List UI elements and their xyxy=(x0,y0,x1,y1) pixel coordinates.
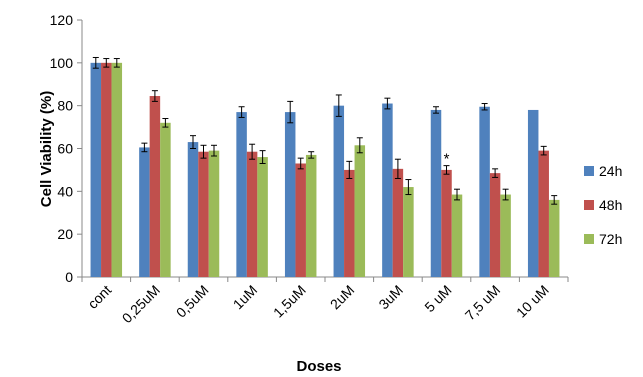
bar-48h-1 xyxy=(149,96,161,277)
x-tick-label: 1uM xyxy=(230,282,261,313)
bar-72h-6 xyxy=(403,187,414,277)
x-tick-label: 0,5uM xyxy=(173,282,212,321)
x-tick-label: 0,25uM xyxy=(119,282,163,326)
bar-72h-2 xyxy=(208,150,220,277)
y-tick-label: 0 xyxy=(65,269,73,285)
legend-swatch-24h xyxy=(584,166,594,176)
bar-72h-4 xyxy=(305,154,317,277)
x-tick-label: 10 uM xyxy=(513,282,552,321)
bar-48h-3 xyxy=(246,151,258,277)
bar-48h-7 xyxy=(441,169,452,277)
x-tick-label: 2uM xyxy=(327,282,358,313)
bar-24h-9 xyxy=(527,109,539,277)
bar-72h-9 xyxy=(548,199,560,277)
bar-48h-4 xyxy=(295,163,306,277)
bar-24h-8 xyxy=(479,106,490,277)
bar-72h-5 xyxy=(354,145,366,277)
legend-label-72h: 72h xyxy=(599,231,622,247)
y-axis-title: Cell Viability (%) xyxy=(38,91,55,207)
legend-label-24h: 24h xyxy=(599,163,622,179)
bar-48h-5 xyxy=(344,169,355,277)
bar-24h-2 xyxy=(187,142,199,277)
y-tick-label: 60 xyxy=(57,141,73,157)
bar-72h-0 xyxy=(111,62,123,278)
x-tick-label: 5 uM xyxy=(421,282,454,315)
x-tick-label: 1,5uM xyxy=(270,282,309,321)
legend-swatch-72h xyxy=(584,234,594,244)
error-bars xyxy=(92,56,558,205)
y-tick-label: 100 xyxy=(50,55,74,71)
bar-48h-9 xyxy=(538,150,549,277)
bar-24h-3 xyxy=(236,112,247,277)
x-tick-label: 7,5 uM xyxy=(462,282,504,324)
legend-label-48h: 48h xyxy=(599,197,622,213)
bar-48h-8 xyxy=(489,173,501,277)
x-tick-label: cont xyxy=(84,282,114,312)
bar-24h-6 xyxy=(382,103,393,278)
bar-72h-7 xyxy=(451,194,463,277)
y-tick-label: 20 xyxy=(57,226,73,242)
y-tick-label: 40 xyxy=(57,183,73,199)
bar-48h-0 xyxy=(101,62,112,278)
bar-24h-7 xyxy=(430,109,442,277)
bar-72h-3 xyxy=(257,157,268,277)
x-tick-label: 3uM xyxy=(375,282,406,313)
bar-24h-5 xyxy=(333,105,345,278)
significance-annotation: * xyxy=(444,151,450,168)
bar-48h-6 xyxy=(392,168,404,277)
x-axis-title: Doses xyxy=(296,358,341,375)
bar-24h-0 xyxy=(90,62,102,278)
bar-72h-8 xyxy=(500,194,511,277)
legend: 24h 48h 72h xyxy=(584,163,622,247)
y-tick-label: 80 xyxy=(57,98,73,114)
y-tick-label: 120 xyxy=(50,12,74,28)
bar-24h-1 xyxy=(139,147,150,277)
bars xyxy=(90,62,560,278)
bar-72h-1 xyxy=(160,122,171,277)
bar-48h-2 xyxy=(198,151,209,277)
bar-24h-4 xyxy=(284,112,296,277)
legend-swatch-48h xyxy=(584,200,594,210)
